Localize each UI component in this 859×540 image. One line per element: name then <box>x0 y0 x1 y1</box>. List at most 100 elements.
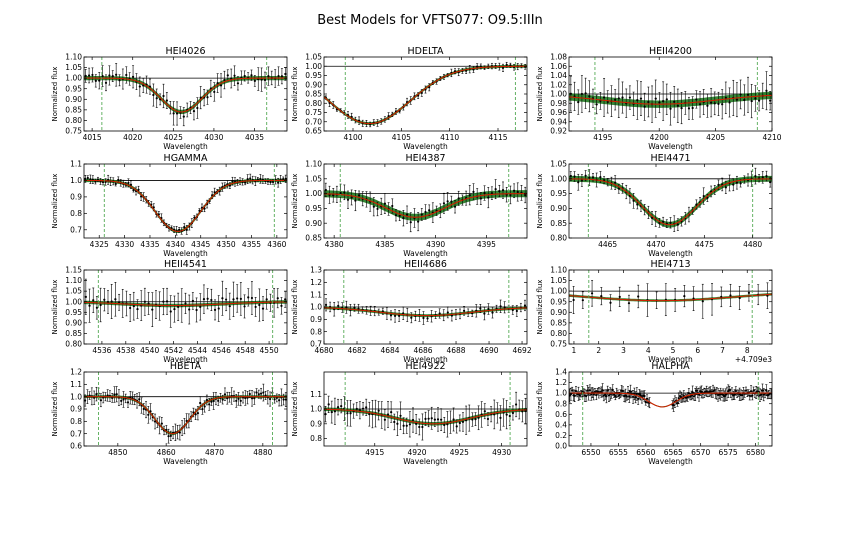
data-point <box>424 210 427 214</box>
data-point <box>729 294 732 297</box>
y-tick-label: 0.95 <box>550 189 567 198</box>
panel-title: HEI4471 <box>650 153 690 164</box>
data-point <box>591 176 595 179</box>
y-tick-label: 0.70 <box>305 117 322 126</box>
data-point <box>654 97 657 100</box>
data-point <box>148 85 152 88</box>
model-band <box>569 91 772 108</box>
data-point <box>735 181 739 184</box>
x-tick-label: 4688 <box>446 346 465 355</box>
data-point <box>491 311 494 314</box>
x-tick-label: 4686 <box>413 346 432 355</box>
fit-line <box>84 396 287 435</box>
data-point <box>394 214 398 217</box>
data-point <box>483 312 486 315</box>
y-axis-label: Normalized flux <box>536 382 544 437</box>
data-point <box>713 102 716 105</box>
data-point <box>524 409 527 413</box>
data-point <box>499 305 502 308</box>
plot-area <box>569 270 772 344</box>
data-point <box>157 213 160 216</box>
data-point <box>428 209 431 212</box>
data-point <box>284 398 287 401</box>
data-point <box>599 176 602 179</box>
data-point <box>765 175 768 178</box>
x-offset-label: +4.709e3 <box>735 355 772 364</box>
data-point <box>231 180 234 183</box>
y-axis-label: Normalized flux <box>51 382 59 437</box>
data-point <box>512 189 516 192</box>
x-tick-label: 6550 <box>581 448 600 457</box>
x-tick-label: 4335 <box>140 240 159 249</box>
data-point <box>339 191 342 195</box>
data-point <box>239 297 242 300</box>
fit-line <box>569 178 772 226</box>
data-point <box>84 399 87 402</box>
data-point <box>453 205 457 208</box>
data-point <box>662 220 665 223</box>
x-tick-label: 4930 <box>492 448 511 457</box>
y-tick-label: 0.8 <box>310 434 322 443</box>
fit-line <box>569 293 772 302</box>
data-point <box>343 191 346 194</box>
data-point <box>577 100 580 104</box>
chart-panel: HALPHA 6550 6555 6560 6565 6570 6575 6580 0.0 0.2… <box>536 361 773 466</box>
data-point <box>752 389 755 392</box>
data-point <box>276 297 279 300</box>
data-point <box>578 394 581 397</box>
data-point <box>177 305 180 308</box>
data-point <box>277 74 280 78</box>
y-tick-label: 0.92 <box>550 127 567 136</box>
data-point <box>766 294 769 297</box>
data-point <box>95 393 98 396</box>
data-point <box>84 177 87 180</box>
data-point <box>687 392 690 395</box>
data-point <box>184 302 187 305</box>
data-point <box>216 82 219 85</box>
y-axis-label: Normalized flux <box>51 174 59 229</box>
y-tick-label: 1.02 <box>550 80 567 89</box>
data-point <box>422 316 425 320</box>
data-point <box>427 417 430 420</box>
data-point <box>760 393 763 396</box>
data-point <box>106 300 110 304</box>
plot-area <box>84 57 287 131</box>
x-tick-label: 4536 <box>92 346 111 355</box>
data-point <box>84 295 87 298</box>
data-point <box>739 182 742 185</box>
y-tick-label: 0.80 <box>550 329 567 338</box>
data-point <box>494 188 497 191</box>
x-tick-label: 4100 <box>343 133 362 142</box>
data-point <box>185 228 188 231</box>
y-tick-label: 1.04 <box>550 71 567 80</box>
data-point <box>256 178 259 181</box>
x-tick-label: 6570 <box>691 448 710 457</box>
data-point <box>732 183 735 186</box>
data-point <box>421 425 424 429</box>
data-point <box>210 298 213 302</box>
data-point <box>142 407 145 411</box>
data-point <box>741 394 744 397</box>
x-tick-label: 5 <box>671 346 676 355</box>
y-tick-label: 1.05 <box>550 276 567 285</box>
data-point <box>194 413 197 416</box>
panel-title: HEI4713 <box>650 259 690 270</box>
y-axis-label: Normalized flux <box>51 280 59 335</box>
data-point <box>282 177 285 181</box>
data-point <box>735 98 739 101</box>
y-tick-label: 1.05 <box>305 53 322 62</box>
y-tick-label: 0.80 <box>550 234 567 243</box>
chart-panel: HEI4922 4915 4920 4925 4930 0.8 0.9 1.0 1.1 Wavel… <box>291 361 528 466</box>
data-point <box>486 417 490 421</box>
x-tick-label: 3 <box>621 346 626 355</box>
data-point <box>340 405 343 408</box>
data-point <box>479 307 482 310</box>
x-tick-label: 4020 <box>123 133 142 142</box>
chart-panel: HBETA 4850 4860 4870 4880 0.6 0.7 0.8 0.9 1.0 1.1 1… <box>51 361 288 466</box>
data-point <box>505 63 508 66</box>
data-point <box>584 174 587 177</box>
data-point <box>259 177 262 180</box>
chart-panel: HEII4686 4680 4682 4684 4686 4688 4690 4692 0.7 0… <box>291 259 532 364</box>
y-tick-label: 0.95 <box>550 297 567 306</box>
data-point <box>490 192 494 195</box>
